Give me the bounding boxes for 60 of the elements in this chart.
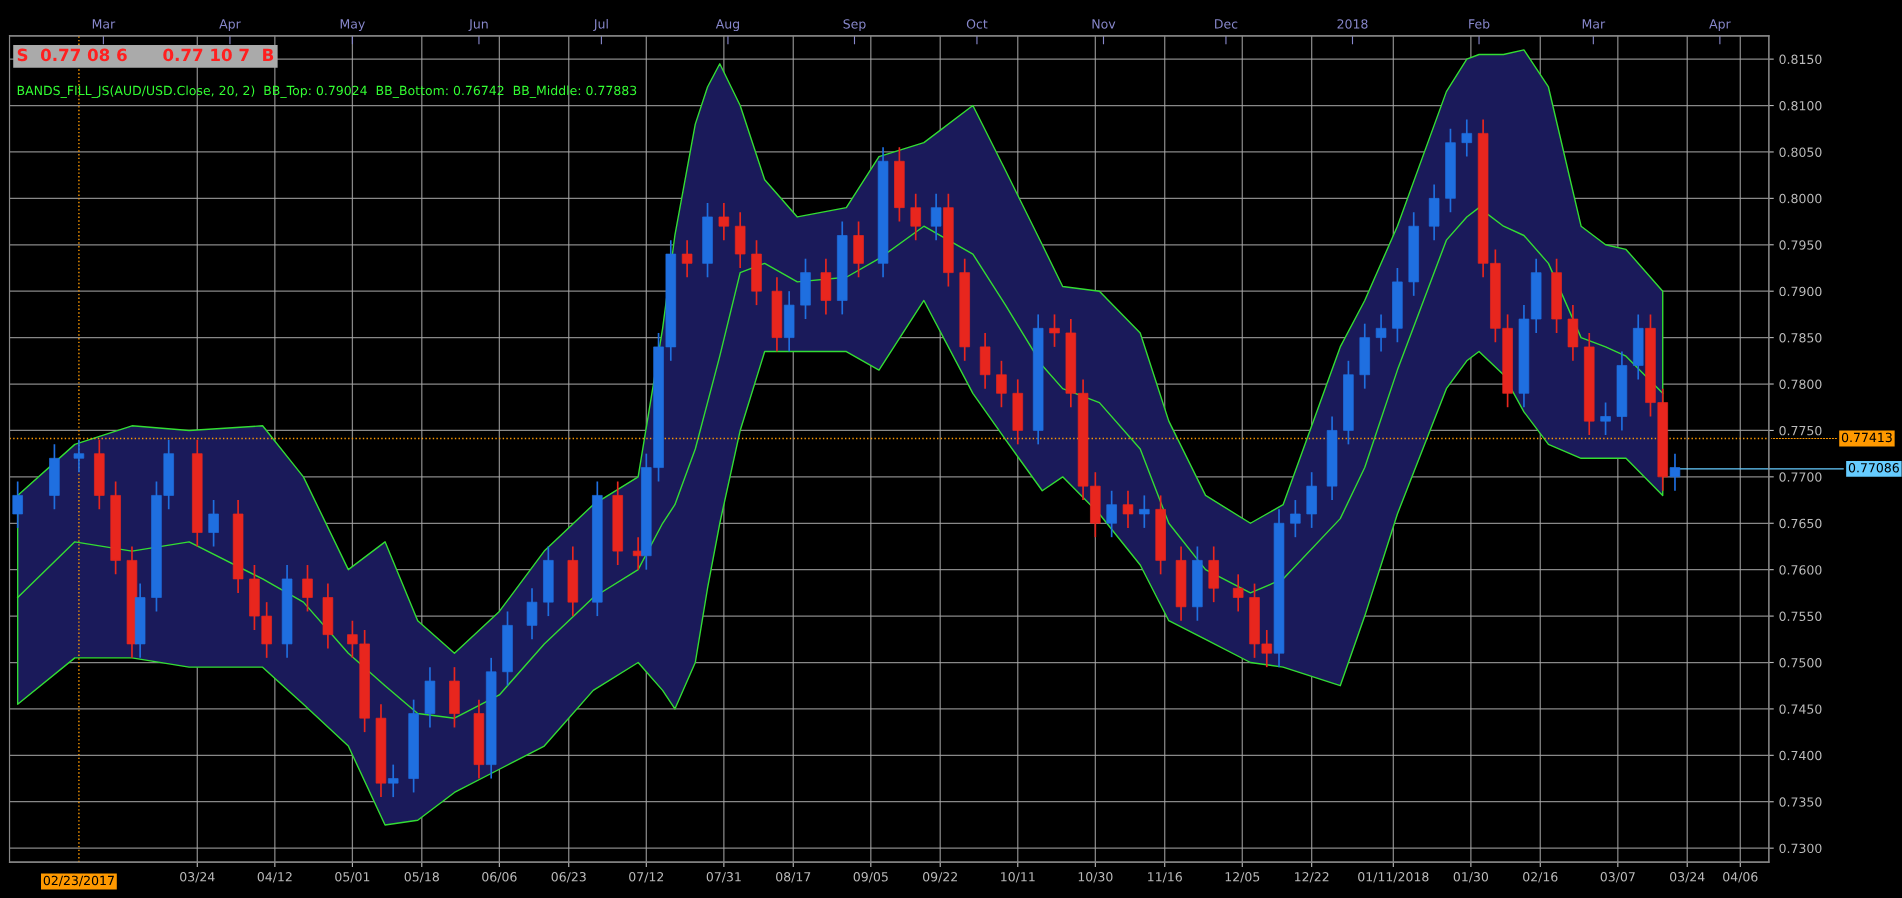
x-tick-label: 06/23 [551, 872, 586, 883]
x-tick-label: 09/05 [853, 872, 888, 883]
x2-tick-label: Apr [1709, 19, 1731, 32]
x-tick-label: 02/16 [1523, 872, 1558, 883]
x-tick-label: 07/31 [706, 872, 741, 883]
x-tick-label: 03/24 [1670, 872, 1705, 883]
x-tick-label: 12/05 [1225, 872, 1260, 883]
x-tick-label: 09/22 [923, 872, 957, 883]
y-tick-label: 0.7800 [1779, 379, 1822, 389]
x-tick-label: 07/12 [629, 872, 664, 883]
y-tick-label: 0.7650 [1779, 518, 1822, 529]
y-tick-label: 0.7300 [1779, 843, 1822, 854]
annotation: BANDS_FILL_JS(AUD/USD.Close, 20, 2) BB_Top: 0.79024 BB_Bottom: 0.76742 BB_Middle: 0.77883 [17, 85, 637, 98]
candlestick [1669, 452, 1681, 492]
y-tick-label: 0.7700 [1779, 472, 1822, 482]
x-tick-label: 08/17 [776, 872, 811, 883]
x2-tick-label: May [340, 19, 365, 32]
y-tick-label: 0.7850 [1779, 333, 1822, 343]
x-tick-label: 10/11 [1001, 872, 1035, 883]
y-tick-label: 0.7900 [1779, 286, 1822, 297]
x-tick-label: 05/18 [404, 872, 439, 883]
x2-tick-label: Apr [219, 19, 241, 32]
x2-tick-label: Jul [593, 18, 608, 31]
x2-tick-label: Mar [1582, 19, 1606, 29]
x-tick-label: 11/16 [1148, 872, 1182, 883]
y-tick-label: 0.8000 [1779, 193, 1822, 204]
y-tick-label: 0.7450 [1779, 704, 1822, 714]
x2-tick-label: Dec [1215, 19, 1238, 29]
x2-tick-label: 2018 [1337, 19, 1368, 29]
y-tick-label: 0.7350 [1779, 797, 1822, 807]
x2-tick-label: Mar [92, 19, 116, 29]
y-tick-label: 0.7600 [1779, 565, 1822, 575]
x-tick-label: 05/01 [335, 872, 370, 883]
x-tick-label: 01/30 [1453, 872, 1489, 883]
y-tick-label: 0.7750 [1779, 425, 1822, 436]
x-tick-label: 04/12 [257, 872, 292, 883]
y-tick-label: 0.8150 [1779, 54, 1822, 65]
x-tick-label: 12/22 [1295, 872, 1329, 883]
y-tick-label: 0.8050 [1779, 147, 1822, 157]
x2-tick-label: Oct [966, 19, 988, 29]
x-tick-label: 03/24 [180, 872, 215, 883]
annotation: 0.77086 [1848, 463, 1899, 473]
x-tick-label: 06/06 [482, 872, 517, 883]
ref-line-label: 02/23/2017 [43, 875, 114, 887]
y-tick-label: 0.7550 [1779, 611, 1822, 622]
x2-tick-label: Sep [843, 19, 866, 32]
x-tick-label: 03/07 [1600, 872, 1635, 883]
x2-tick-label: Aug [715, 19, 740, 32]
x2-tick-label: Nov [1092, 19, 1116, 29]
x2-tick-label: Jun [468, 19, 488, 31]
annotation: S 0.77 08 6 0.77 10 7 B [17, 48, 274, 62]
x-tick-label: 01/11/2018 [1358, 872, 1429, 883]
x2-tick-label: Feb [1469, 18, 1490, 29]
y-tick-label: 0.7500 [1779, 657, 1822, 668]
y-tick-label: 0.7400 [1779, 750, 1822, 761]
ref-line-label: 0.77413 [1841, 432, 1892, 443]
y-tick-label: 0.8100 [1779, 101, 1822, 111]
x-tick-label: 04/06 [1723, 872, 1758, 883]
y-tick-label: 0.7950 [1779, 240, 1822, 250]
x-tick-label: 10/30 [1078, 872, 1113, 883]
